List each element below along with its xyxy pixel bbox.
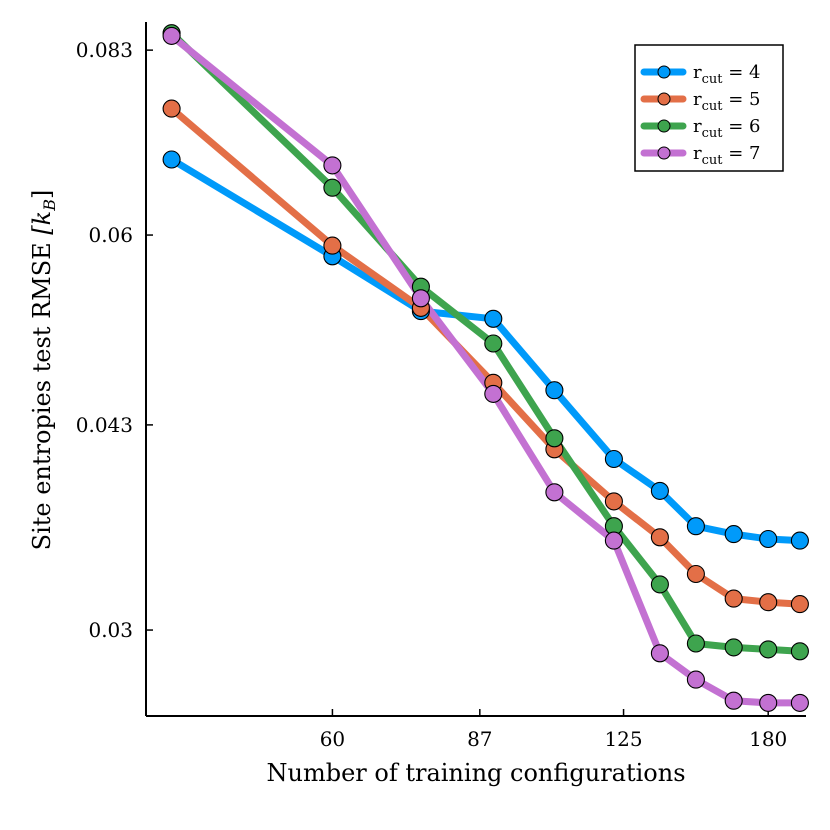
data-point-series-3 xyxy=(484,334,503,353)
legend-label-symbol: r xyxy=(693,116,702,137)
data-point-series-3 xyxy=(724,638,743,657)
legend-label: rcut = 4 xyxy=(693,62,760,87)
legend-marker xyxy=(657,119,671,133)
plot-area xyxy=(162,24,809,712)
legend-label-symbol: r xyxy=(693,89,702,110)
legend-label: rcut = 6 xyxy=(693,116,760,141)
y-tick-label: 0.083 xyxy=(76,38,133,62)
data-point-series-1 xyxy=(545,381,564,400)
axes: 60 87 125 180 0.03 0.043 0.06 0.083 xyxy=(76,22,806,751)
data-point-series-1 xyxy=(790,531,809,550)
data-point-series-2 xyxy=(323,236,342,255)
axis-titles: Number of training configurations Site en… xyxy=(28,190,686,787)
legend-label-subscript: cut xyxy=(702,99,724,114)
data-point-series-1 xyxy=(650,481,669,500)
legend-item-4: rcut = 7 xyxy=(640,143,760,168)
legend-label-value: = 4 xyxy=(723,62,761,83)
y-axis-title-unit: [k xyxy=(28,211,56,235)
data-point-series-4 xyxy=(686,670,705,689)
legend-marker xyxy=(657,65,671,79)
x-axis-title: Number of training configurations xyxy=(266,759,685,787)
legend-label-subscript: cut xyxy=(702,126,724,141)
data-point-series-2 xyxy=(686,564,705,584)
data-point-series-4 xyxy=(759,693,778,712)
y-axis-title-unit-subscript: B xyxy=(40,199,59,212)
x-tick-label: 125 xyxy=(604,727,642,751)
data-point-series-3 xyxy=(790,642,809,661)
data-point-series-3 xyxy=(686,634,705,653)
legend-label-subscript: cut xyxy=(702,153,724,168)
data-point-series-4 xyxy=(484,384,503,403)
data-point-series-2 xyxy=(759,593,778,612)
x-tick-label: 87 xyxy=(467,727,492,751)
data-point-series-4 xyxy=(790,693,809,712)
y-axis-title-close: ] xyxy=(28,190,56,199)
legend-marker xyxy=(657,92,671,106)
series-line-1 xyxy=(168,156,804,545)
data-point-series-1 xyxy=(759,529,778,549)
x-tick-label: 180 xyxy=(749,727,787,751)
data-point-series-3 xyxy=(545,429,564,448)
data-point-series-4 xyxy=(411,289,430,308)
legend-label: rcut = 5 xyxy=(693,89,760,114)
legend-label-symbol: r xyxy=(693,62,702,83)
data-point-series-3 xyxy=(323,178,342,197)
y-axis-title-text: Site entropies test RMSE xyxy=(28,235,56,551)
data-point-series-3 xyxy=(759,640,778,659)
y-axis-title: Site entropies test RMSE [kB] xyxy=(28,190,59,551)
data-point-series-1 xyxy=(162,150,181,169)
data-point-series-2 xyxy=(724,589,743,608)
data-point-series-3 xyxy=(650,575,669,594)
data-point-series-1 xyxy=(686,517,705,536)
legend-label-subscript: cut xyxy=(702,72,724,87)
data-point-series-4 xyxy=(650,644,669,663)
y-tick-label: 0.043 xyxy=(76,413,133,437)
legend-item-3: rcut = 6 xyxy=(640,116,760,141)
legend-marker xyxy=(657,146,671,160)
data-point-series-2 xyxy=(790,595,809,614)
y-tick-label: 0.06 xyxy=(88,223,133,247)
data-point-series-4 xyxy=(724,691,743,710)
data-point-series-1 xyxy=(484,309,503,328)
data-point-series-1 xyxy=(724,525,743,544)
data-point-series-4 xyxy=(545,483,564,502)
data-point-series-2 xyxy=(604,492,623,511)
legend-item-1: rcut = 4 xyxy=(640,62,760,87)
data-point-series-1 xyxy=(604,449,623,469)
data-point-series-2 xyxy=(162,99,181,118)
y-tick-label: 0.03 xyxy=(88,618,133,642)
legend-label-value: = 7 xyxy=(723,143,761,164)
data-point-series-2 xyxy=(650,528,669,547)
legend-label-value: = 6 xyxy=(723,116,761,137)
x-tick-label: 60 xyxy=(320,727,345,751)
data-point-series-4 xyxy=(604,531,623,550)
legend-label-value: = 5 xyxy=(723,89,761,110)
legend-label-symbol: r xyxy=(693,143,702,164)
data-point-series-4 xyxy=(162,26,181,45)
legend-item-2: rcut = 5 xyxy=(640,89,760,114)
data-point-series-4 xyxy=(323,156,342,175)
legend-label: rcut = 7 xyxy=(693,143,760,168)
